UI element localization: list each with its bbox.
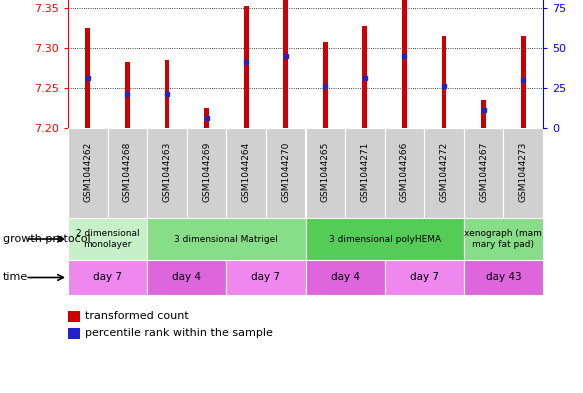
Text: day 7: day 7 (410, 272, 439, 283)
Bar (68, 311, 80, 322)
Bar (147, 218, 305, 260)
Bar (464, 260, 543, 295)
Bar (68, 218, 147, 260)
Bar (86, 28, 90, 128)
Bar (226, 260, 305, 295)
Bar (266, 128, 305, 218)
Text: GSM1044265: GSM1044265 (321, 141, 330, 202)
Bar (283, 0, 288, 128)
Text: GSM1044267: GSM1044267 (479, 141, 488, 202)
Bar (226, 128, 266, 218)
Bar (345, 128, 385, 218)
Bar (68, 260, 147, 295)
Bar (187, 128, 226, 218)
Bar (305, 218, 464, 260)
Bar (402, 0, 407, 128)
Bar (323, 42, 328, 128)
Text: GSM1044264: GSM1044264 (241, 141, 251, 202)
Text: GSM1044268: GSM1044268 (123, 141, 132, 202)
Bar (305, 260, 385, 295)
Bar (204, 108, 209, 128)
Bar (68, 128, 108, 218)
Text: day 4: day 4 (172, 272, 201, 283)
Text: GSM1044272: GSM1044272 (440, 141, 448, 202)
Bar (147, 260, 226, 295)
Bar (108, 128, 147, 218)
Bar (385, 260, 464, 295)
Text: 2 dimensional
monolayer: 2 dimensional monolayer (76, 229, 139, 249)
Bar (424, 128, 464, 218)
Text: 3 dimensional Matrigel: 3 dimensional Matrigel (174, 235, 278, 244)
Text: time: time (3, 272, 28, 283)
Text: day 4: day 4 (331, 272, 360, 283)
Text: GSM1044262: GSM1044262 (83, 141, 92, 202)
Bar (521, 36, 526, 128)
Text: growth protocol: growth protocol (3, 234, 90, 244)
Bar (305, 128, 345, 218)
Text: GSM1044270: GSM1044270 (281, 141, 290, 202)
Bar (244, 6, 248, 128)
Bar (442, 36, 447, 128)
Bar (385, 128, 424, 218)
Bar (164, 60, 169, 128)
Text: percentile rank within the sample: percentile rank within the sample (85, 329, 272, 338)
Text: 3 dimensional polyHEMA: 3 dimensional polyHEMA (329, 235, 441, 244)
Text: transformed count: transformed count (85, 311, 188, 321)
Text: day 7: day 7 (251, 272, 280, 283)
Bar (481, 100, 486, 128)
Bar (147, 128, 187, 218)
Text: day 43: day 43 (486, 272, 521, 283)
Bar (125, 62, 130, 128)
Bar (503, 128, 543, 218)
Bar (363, 26, 367, 128)
Bar (464, 128, 503, 218)
Bar (464, 218, 543, 260)
Text: GSM1044271: GSM1044271 (360, 141, 370, 202)
Text: GSM1044266: GSM1044266 (400, 141, 409, 202)
Text: GSM1044273: GSM1044273 (519, 141, 528, 202)
Text: GSM1044269: GSM1044269 (202, 141, 211, 202)
Text: GSM1044263: GSM1044263 (163, 141, 171, 202)
Text: xenograph (mam
mary fat pad): xenograph (mam mary fat pad) (465, 229, 542, 249)
Bar (68, 328, 80, 339)
Text: day 7: day 7 (93, 272, 122, 283)
